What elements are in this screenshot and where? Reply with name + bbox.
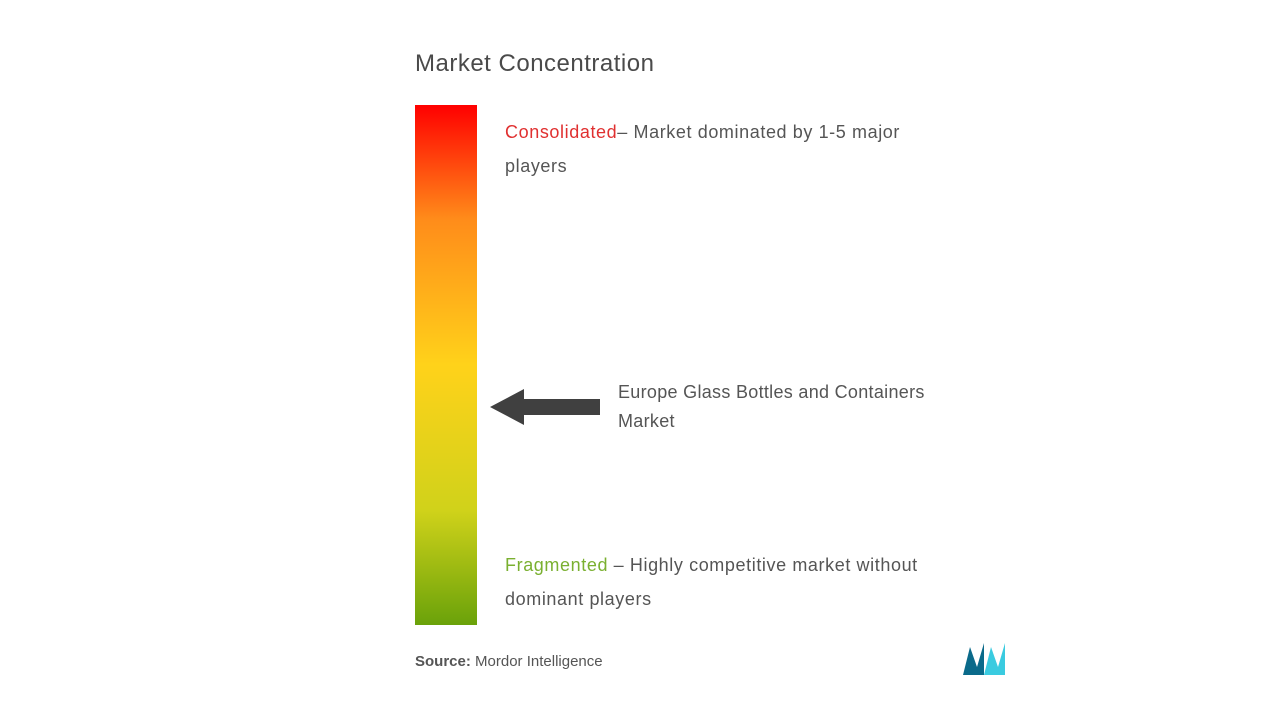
source-attribution: Source: Mordor Intelligence [415,653,603,670]
market-position-marker: Europe Glass Bottles and Containers Mark… [490,378,978,436]
chart-title: Market Concentration [415,50,654,78]
consolidated-term: Consolidated [505,122,617,142]
fragmented-description: Fragmented – Highly competitive market w… [505,548,965,616]
source-label: Source: [415,653,471,670]
arrow-left-icon [490,383,600,431]
mordor-logo-icon [963,643,1005,675]
marker-label: Europe Glass Bottles and Containers Mark… [618,378,978,436]
fragmented-term: Fragmented [505,555,608,575]
source-value: Mordor Intelligence [475,653,603,670]
concentration-gradient-bar [415,105,477,625]
consolidated-description: Consolidated– Market dominated by 1-5 ma… [505,115,945,183]
